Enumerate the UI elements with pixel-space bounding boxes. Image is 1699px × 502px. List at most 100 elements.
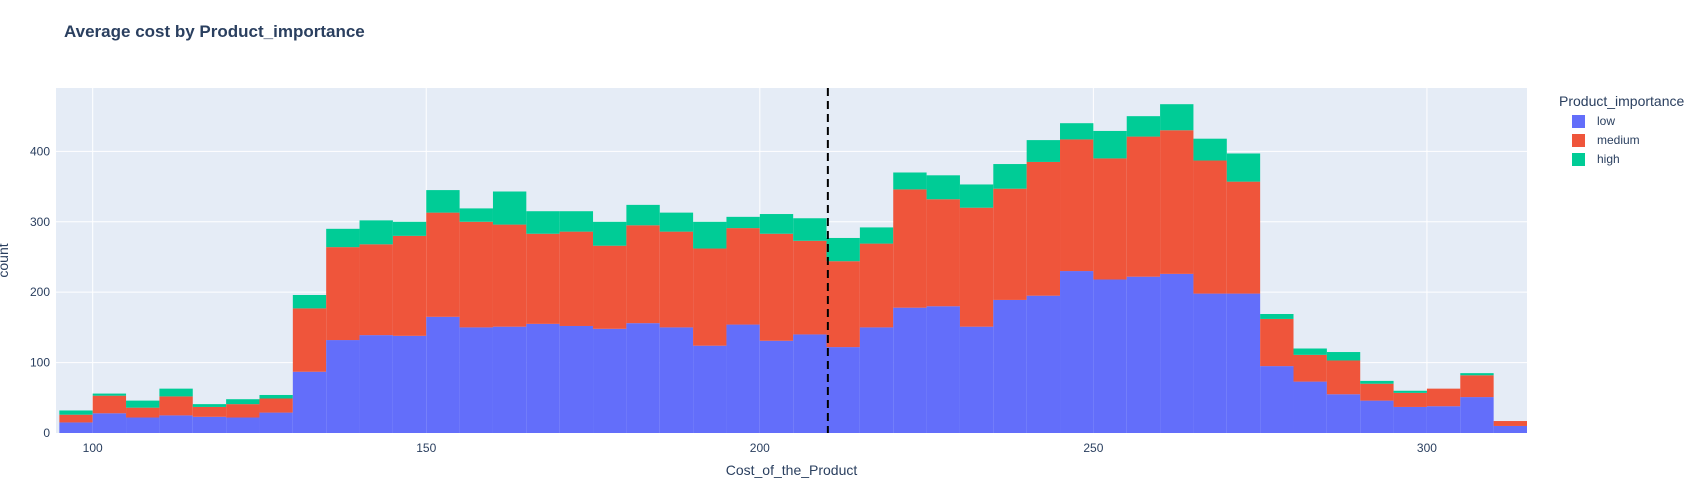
bar-low <box>993 299 1027 433</box>
bar-high <box>1193 138 1227 161</box>
bar-low <box>693 345 727 433</box>
legend: Product_importance low medium high <box>1559 93 1685 166</box>
bar-medium <box>459 221 493 328</box>
y-tick-label: 300 <box>30 215 50 229</box>
bar-high <box>1126 116 1161 137</box>
x-tick-label: 300 <box>1417 441 1437 455</box>
legend-swatch-low[interactable] <box>1572 115 1585 128</box>
bar-medium <box>259 398 293 413</box>
bar-high <box>392 221 427 236</box>
bar-medium <box>326 247 360 341</box>
bar-low <box>959 326 994 433</box>
bar-high <box>1326 352 1361 361</box>
bar-high <box>626 204 660 226</box>
bar-medium <box>159 396 193 416</box>
bar-low <box>1460 397 1494 433</box>
bar-high <box>859 227 894 244</box>
bar-low <box>1326 394 1361 433</box>
bar-medium <box>693 248 727 346</box>
bars-layer <box>59 104 1527 433</box>
bar-medium <box>1026 161 1061 296</box>
y-tick-label: 400 <box>30 144 50 158</box>
bar-medium <box>292 308 327 372</box>
bar-high <box>459 208 493 222</box>
bar-low <box>1060 271 1094 433</box>
bar-high <box>359 220 393 245</box>
bar-medium <box>1393 392 1427 407</box>
bar-high <box>1093 130 1127 159</box>
bar-low <box>893 307 927 433</box>
bar-medium <box>959 207 994 327</box>
bar-medium <box>1060 139 1094 272</box>
bar-medium <box>1326 360 1361 395</box>
bar-medium <box>1293 354 1327 382</box>
bar-high <box>993 164 1027 189</box>
bar-medium <box>726 228 760 325</box>
bar-medium <box>559 231 594 326</box>
bar-low <box>1126 276 1161 433</box>
bar-medium <box>392 235 427 336</box>
legend-swatch-medium[interactable] <box>1572 134 1585 147</box>
bar-high <box>959 184 994 208</box>
bar-medium <box>1160 130 1194 274</box>
bar-high <box>1360 380 1394 384</box>
bar-low <box>292 371 327 433</box>
bar-low <box>259 412 293 433</box>
bar-low <box>326 340 360 433</box>
bar-medium <box>492 224 527 327</box>
bar-high <box>726 216 760 229</box>
bar-low <box>392 335 427 433</box>
bar-medium <box>893 189 927 308</box>
bar-high <box>526 211 560 234</box>
bar-high <box>793 218 827 241</box>
bar-medium <box>1460 375 1494 398</box>
legend-label-high[interactable]: high <box>1597 152 1620 166</box>
bar-medium <box>859 243 894 328</box>
bar-medium <box>1426 388 1461 407</box>
bar-low <box>1493 425 1527 433</box>
bar-low <box>1226 293 1261 433</box>
bar-high <box>1226 153 1261 182</box>
bar-high <box>1460 373 1494 376</box>
bar-high <box>92 393 127 396</box>
bar-high <box>259 394 293 399</box>
bar-medium <box>526 233 560 324</box>
x-tick-label: 200 <box>750 441 770 455</box>
chart-title: Average cost by Product_importance <box>64 22 365 41</box>
bar-low <box>826 347 860 433</box>
bar-low <box>1293 381 1327 433</box>
bar-low <box>1426 406 1461 433</box>
bar-low <box>793 334 827 433</box>
bar-medium <box>993 188 1027 300</box>
bar-high <box>292 295 327 309</box>
bar-low <box>459 327 493 433</box>
bar-low <box>192 416 227 433</box>
bar-medium <box>426 212 460 317</box>
bar-high <box>659 212 694 232</box>
bar-medium <box>626 225 660 324</box>
legend-swatch-high[interactable] <box>1572 153 1585 166</box>
bar-medium <box>659 231 694 328</box>
bar-medium <box>1493 421 1527 426</box>
bar-medium <box>1226 181 1261 294</box>
bar-medium <box>793 240 827 335</box>
bar-medium <box>1126 136 1161 277</box>
bar-low <box>59 422 93 433</box>
bar-medium <box>126 407 160 418</box>
bar-high <box>492 191 527 225</box>
bar-high <box>326 228 360 248</box>
bar-low <box>359 335 393 433</box>
bar-low <box>859 327 894 433</box>
bar-low <box>1026 295 1061 433</box>
x-tick-label: 100 <box>83 441 103 455</box>
y-axis-title: count <box>0 243 11 277</box>
ticks-layer: 0 100 200 300 400 100 150 200 250 300 <box>30 144 1437 455</box>
bar-high <box>1160 104 1194 131</box>
bar-low <box>1093 279 1127 433</box>
y-tick-label: 100 <box>30 356 50 370</box>
legend-label-medium[interactable]: medium <box>1597 133 1640 147</box>
bar-medium <box>826 261 860 348</box>
bar-low <box>226 417 260 433</box>
bar-low <box>426 316 460 433</box>
legend-label-low[interactable]: low <box>1597 114 1615 128</box>
